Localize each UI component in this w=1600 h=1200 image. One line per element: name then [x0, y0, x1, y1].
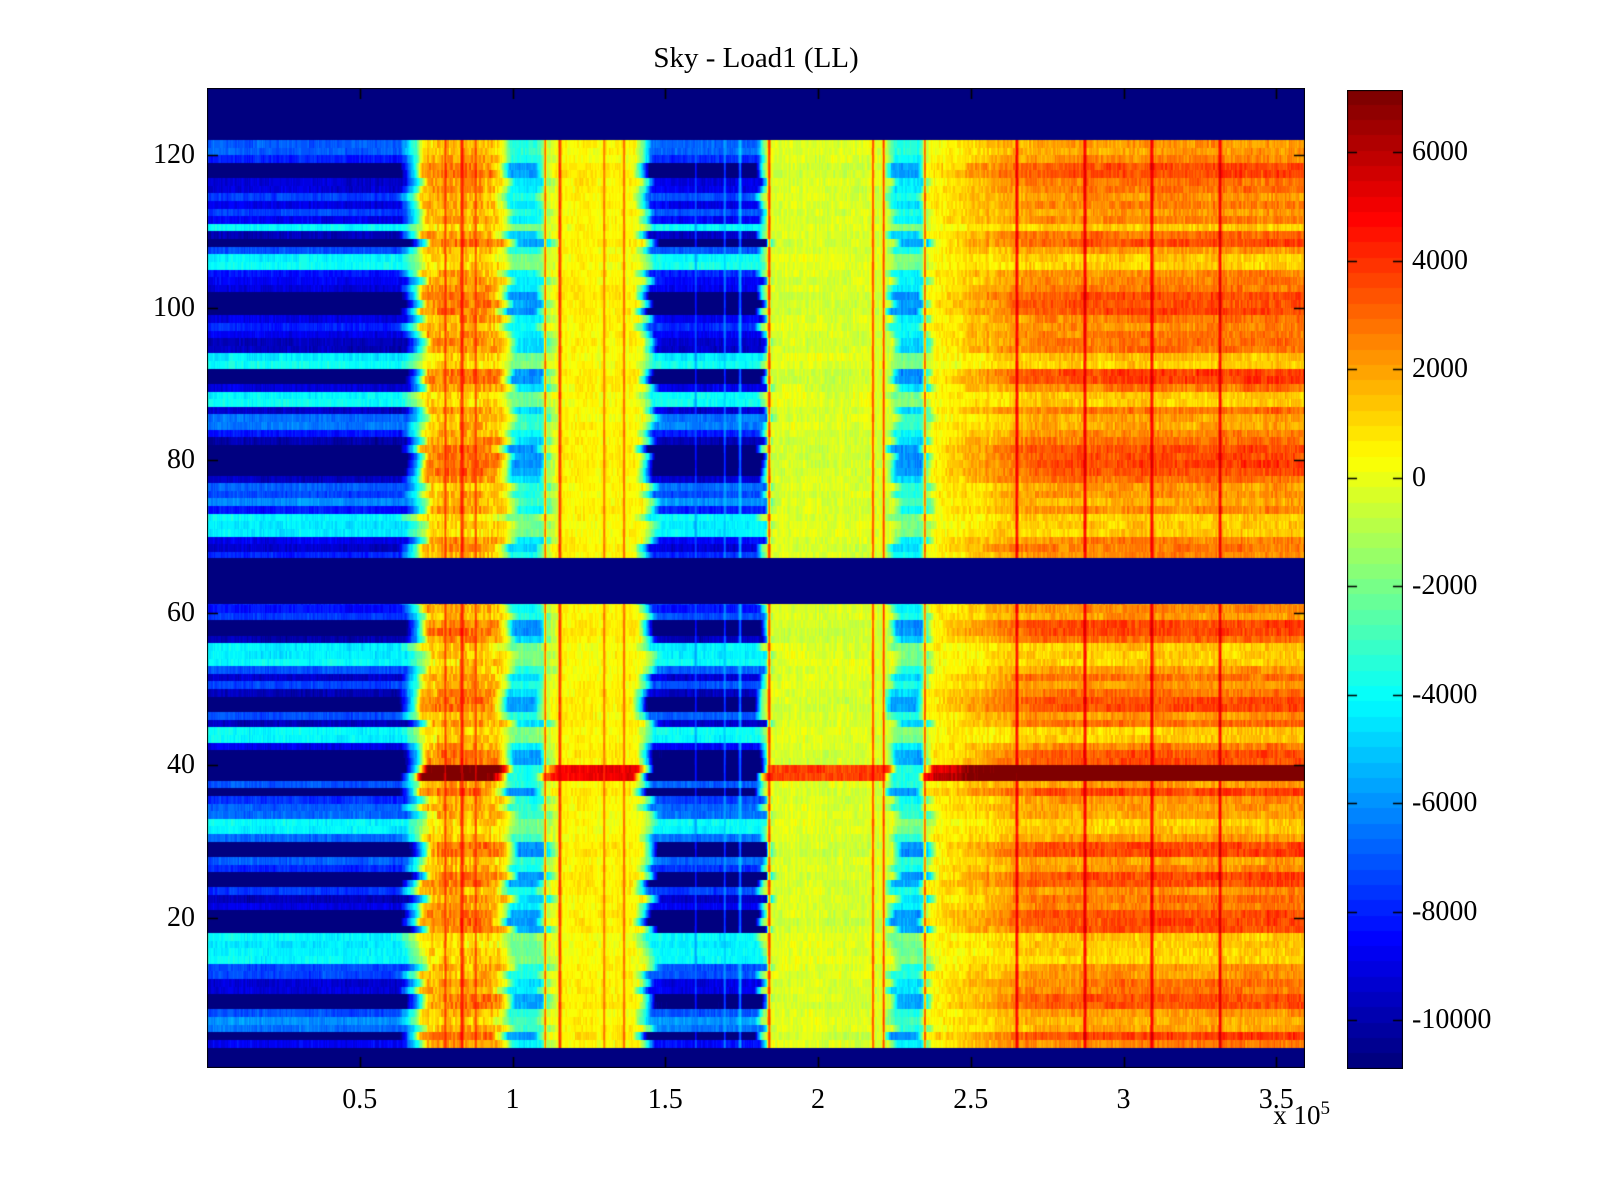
x-tick-label: 2 — [811, 1084, 826, 1115]
heatmap-canvas — [207, 88, 1305, 1068]
y-tick-label: 60 — [167, 596, 195, 628]
colorbar-tick-label: -2000 — [1412, 570, 1478, 602]
x-axis-exponent-label: x 105 — [1210, 1098, 1330, 1131]
colorbar-canvas — [1347, 90, 1403, 1069]
y-tick-label: 40 — [167, 749, 195, 781]
y-tick-label: 20 — [167, 901, 195, 933]
colorbar-tick-label: 2000 — [1412, 353, 1468, 385]
colorbar-tick-label: 0 — [1412, 461, 1426, 493]
colorbar-tick-label: 6000 — [1412, 136, 1468, 168]
colorbar-tick-label: -10000 — [1412, 1004, 1492, 1036]
x-tick-label: 1.5 — [647, 1084, 683, 1115]
x-tick-label: 3.5 — [1258, 1084, 1294, 1115]
colorbar-tick-label: -6000 — [1412, 787, 1478, 819]
x-tick-label: 3 — [1116, 1084, 1131, 1115]
y-tick-label: 100 — [153, 291, 195, 323]
x-tick-label: 2.5 — [953, 1084, 989, 1115]
x-axis-exponent-prefix: x 10 — [1273, 1100, 1321, 1130]
x-tick-label: 0.5 — [342, 1084, 378, 1115]
colorbar-tick-label: 4000 — [1412, 244, 1468, 276]
x-tick-label: 1 — [505, 1084, 520, 1115]
chart-title: Sky - Load1 (LL) — [653, 42, 859, 74]
x-axis-exponent-value: 5 — [1320, 1098, 1331, 1119]
y-tick-label: 120 — [153, 139, 195, 171]
colorbar-tick-label: -8000 — [1412, 895, 1478, 927]
colorbar-tick-label: -4000 — [1412, 678, 1478, 710]
y-tick-label: 80 — [167, 444, 195, 476]
